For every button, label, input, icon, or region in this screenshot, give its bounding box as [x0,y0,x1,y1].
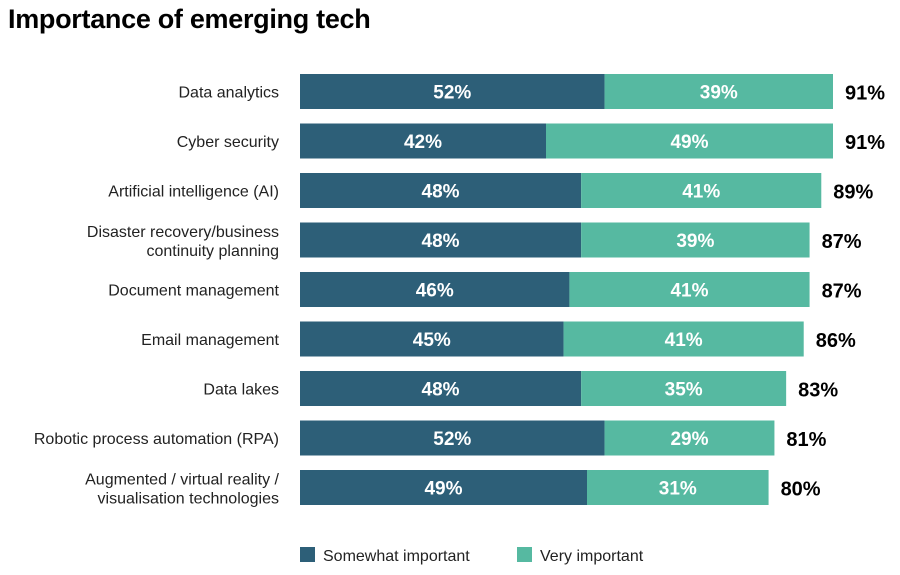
bar-somewhat-important [300,272,570,307]
bar-somewhat-important [300,321,564,357]
bar-somewhat-important [300,420,605,456]
bar-somewhat-important [300,371,582,406]
bar-value-label: 49% [670,132,708,153]
bar-value-label: 41% [670,281,708,302]
legend-swatch-very-important [517,547,532,562]
chart-title: Importance of emerging tech [8,4,371,34]
bar-value-label: 45% [413,330,451,351]
bar-very-important [581,222,810,258]
category-label: Email management [141,332,279,349]
bar-value-label: 48% [422,231,460,252]
legend-label: Very important [540,548,644,565]
bar-value-label: 41% [682,182,720,203]
bar-value-label: 52% [433,83,471,104]
bar-value-label: 41% [665,330,703,351]
bar-value-label: 49% [424,479,462,500]
total-label: 89% [833,182,873,204]
bar-value-label: 31% [659,479,697,500]
bar-somewhat-important [300,470,587,505]
total-label: 91% [845,83,885,105]
category-label: Document management [108,283,279,300]
bar-somewhat-important [300,123,546,159]
bar-very-important [604,420,775,456]
bar-value-label: 42% [404,132,442,153]
bar-value-label: 52% [433,429,471,450]
total-label: 91% [845,132,885,154]
bar-value-label: 35% [665,380,703,401]
category-label: Data analytics [179,85,280,102]
bar-value-label: 48% [422,380,460,401]
bar-very-important [587,470,769,505]
bar-very-important [546,123,833,159]
bar-very-important [604,74,833,109]
bar-very-important [581,371,787,406]
bar-value-label: 46% [416,281,454,302]
total-label: 87% [822,231,862,253]
bar-very-important [563,321,804,357]
total-label: 83% [798,380,838,402]
category-label: Data lakes [203,382,279,399]
bar-somewhat-important [300,74,605,109]
total-label: 80% [781,479,821,501]
total-label: 81% [786,429,826,451]
category-label: Robotic process automation (RPA) [34,431,279,448]
legend-swatch-somewhat-important [300,547,315,562]
category-label: Artificial intelligence (AI) [108,184,279,201]
bar-very-important [569,272,810,307]
legend-label: Somewhat important [323,548,470,565]
bar-value-label: 48% [422,182,460,203]
category-label: Disaster recovery/business continuity pla… [87,224,279,260]
total-label: 87% [822,281,862,303]
bar-value-label: 29% [670,429,708,450]
bar-very-important [581,173,822,208]
total-label: 86% [816,330,856,352]
bar-somewhat-important [300,222,582,258]
bar-value-label: 39% [676,231,714,252]
category-label: Cyber security [177,134,279,151]
bar-somewhat-important [300,173,582,208]
bar-value-label: 39% [700,83,738,104]
category-label: Augmented / virtual reality / visualisati… [85,472,279,508]
